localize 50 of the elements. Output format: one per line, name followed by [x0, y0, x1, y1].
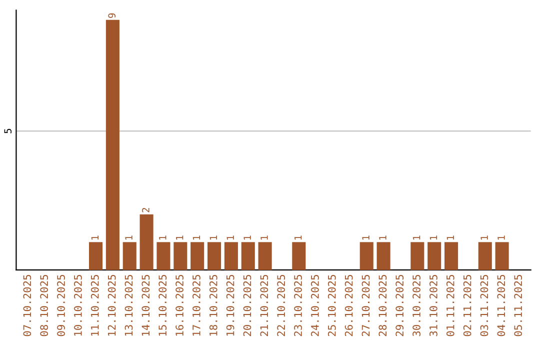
- x-tick-label: 10.10.2025: [74, 274, 82, 336]
- x-tick-label: 02.11.2025: [463, 274, 472, 336]
- x-tick-label: 27.10.2025: [362, 274, 370, 336]
- x-tick-label: 28.10.2025: [378, 274, 387, 336]
- x-tick-label: 17.10.2025: [192, 274, 200, 336]
- x-tick-label: 21.10.2025: [260, 274, 268, 336]
- data-label: 1: [362, 236, 370, 240]
- x-tick-label: 11.10.2025: [90, 274, 99, 336]
- x-tick-label: 31.10.2025: [430, 274, 438, 336]
- x-tick-label: 14.10.2025: [142, 274, 150, 336]
- x-tick-label: 07.10.2025: [23, 274, 32, 336]
- y-tick-label: 5: [4, 128, 12, 134]
- x-tick-label: 05.11.2025: [514, 274, 522, 336]
- data-label: 1: [498, 236, 505, 240]
- data-label: 1: [244, 236, 251, 240]
- data-label: 1: [125, 236, 132, 240]
- data-label: 1: [192, 236, 200, 240]
- data-label: 1: [430, 236, 438, 240]
- data-label: 9: [108, 13, 116, 18]
- x-tick-label: 30.10.2025: [412, 274, 420, 336]
- x-tick-label: 23.10.2025: [294, 274, 302, 336]
- x-tick-label: 26.10.2025: [344, 274, 353, 336]
- data-label: 1: [446, 236, 454, 240]
- x-tick-label: 12.10.2025: [108, 274, 116, 336]
- x-tick-label: 16.10.2025: [176, 274, 184, 336]
- x-tick-label: 24.10.2025: [311, 274, 319, 336]
- data-label: 1: [210, 236, 217, 240]
- data-label: 1: [176, 236, 184, 240]
- x-tick-label: 18.10.2025: [209, 274, 218, 336]
- x-tick-label: 09.10.2025: [57, 274, 65, 336]
- x-tick-label: 22.10.2025: [277, 274, 286, 336]
- x-tick-label: 15.10.2025: [158, 274, 167, 336]
- data-label: 1: [413, 236, 420, 240]
- x-tick-label: 04.11.2025: [497, 274, 506, 336]
- data-label: 1: [480, 236, 488, 240]
- data-label: 1: [226, 236, 234, 240]
- x-tick-label: 13.10.2025: [124, 274, 133, 336]
- x-tick-label: 25.10.2025: [328, 274, 336, 336]
- x-tick-label: 01.11.2025: [446, 274, 454, 336]
- data-label: 1: [159, 236, 166, 240]
- x-tick-label: 03.11.2025: [480, 274, 488, 336]
- data-label: 2: [142, 208, 150, 212]
- x-tick-label: 29.10.2025: [396, 274, 404, 336]
- x-tick-label: 19.10.2025: [226, 274, 234, 336]
- x-tick-label: 20.10.2025: [243, 274, 252, 336]
- data-label: 1: [294, 236, 302, 240]
- data-label: 1: [379, 236, 386, 240]
- data-label: 1: [260, 236, 268, 240]
- data-label: 1: [91, 236, 98, 240]
- x-tick-label: 08.10.2025: [40, 274, 48, 336]
